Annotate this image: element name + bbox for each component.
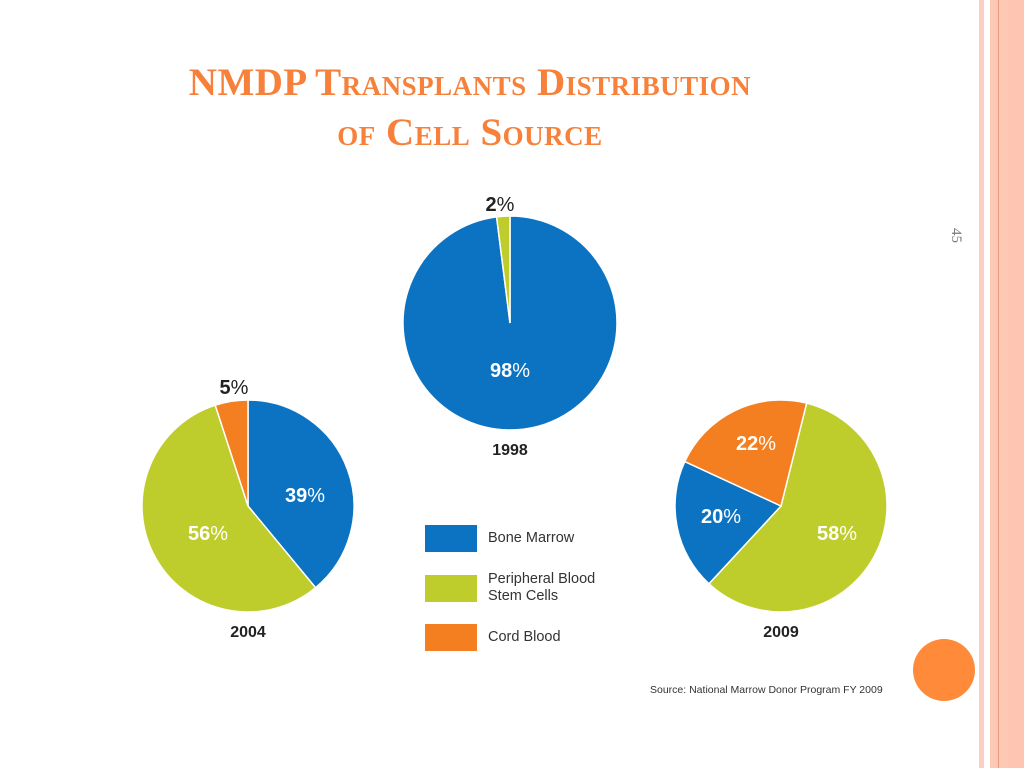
pie-slice-2009-peripheral-blood-stem-cells (707, 402, 888, 613)
legend-swatch-cord-blood (425, 624, 477, 651)
pie-slice-2009-bone-marrow (674, 460, 783, 585)
border-stripe-line (998, 0, 999, 768)
pie-label-2004-bone-marrow: 39% (285, 485, 325, 507)
pie-label-2004-cord-blood: 5% (220, 377, 249, 399)
pie-year-label: 1998 (492, 442, 528, 459)
slide-title: NMDP Transplants Distribution of Cell So… (60, 58, 880, 158)
legend-label-peripheral-blood: Peripheral Blood Stem Cells (488, 571, 595, 605)
pie-slice-1998-peripheral-blood-stem-cells (495, 215, 511, 324)
legend-label-cord-blood: Cord Blood (488, 629, 561, 646)
pie-label-1998-peripheral-blood-stem-cells: 2% (486, 194, 515, 216)
border-stripe (1008, 0, 1024, 768)
slide-title-line2: of Cell Source (337, 111, 603, 154)
legend-label-line: Stem Cells (488, 588, 559, 604)
pie-label-1998-bone-marrow: 98% (490, 360, 530, 382)
decorative-orange-circle (913, 639, 975, 701)
legend-swatch-peripheral-blood (425, 575, 477, 602)
border-stripe (999, 0, 1008, 768)
pie-slice-2009-cord-blood (683, 399, 808, 508)
pie-label-2009-bone-marrow: 20% (701, 506, 741, 528)
legend-label-bone-marrow: Bone Marrow (488, 530, 574, 547)
pie-year-label: 2004 (230, 624, 266, 641)
pie-label-2004-peripheral-blood-stem-cells: 56% (188, 523, 228, 545)
legend-swatch-bone-marrow (425, 525, 477, 552)
legend-label-line: Peripheral Blood (488, 571, 596, 587)
border-stripe (984, 0, 990, 768)
source-note: Source: National Marrow Donor Program FY… (650, 684, 883, 696)
pie-slice-2004-bone-marrow (247, 399, 355, 589)
legend-label-line: Cord Blood (488, 629, 561, 645)
pie-label-2009-cord-blood: 22% (736, 433, 776, 455)
border-stripe (990, 0, 998, 768)
pie-slice-2004-cord-blood (214, 399, 249, 507)
pie-label-2009-peripheral-blood-stem-cells: 58% (817, 523, 857, 545)
legend-label-line: Bone Marrow (488, 530, 575, 546)
pie-year-label: 2009 (763, 624, 799, 641)
pie-slice-2004-peripheral-blood-stem-cells (141, 404, 317, 613)
slide-title-line1: NMDP Transplants Distribution (188, 61, 752, 104)
border-stripe (979, 0, 984, 768)
